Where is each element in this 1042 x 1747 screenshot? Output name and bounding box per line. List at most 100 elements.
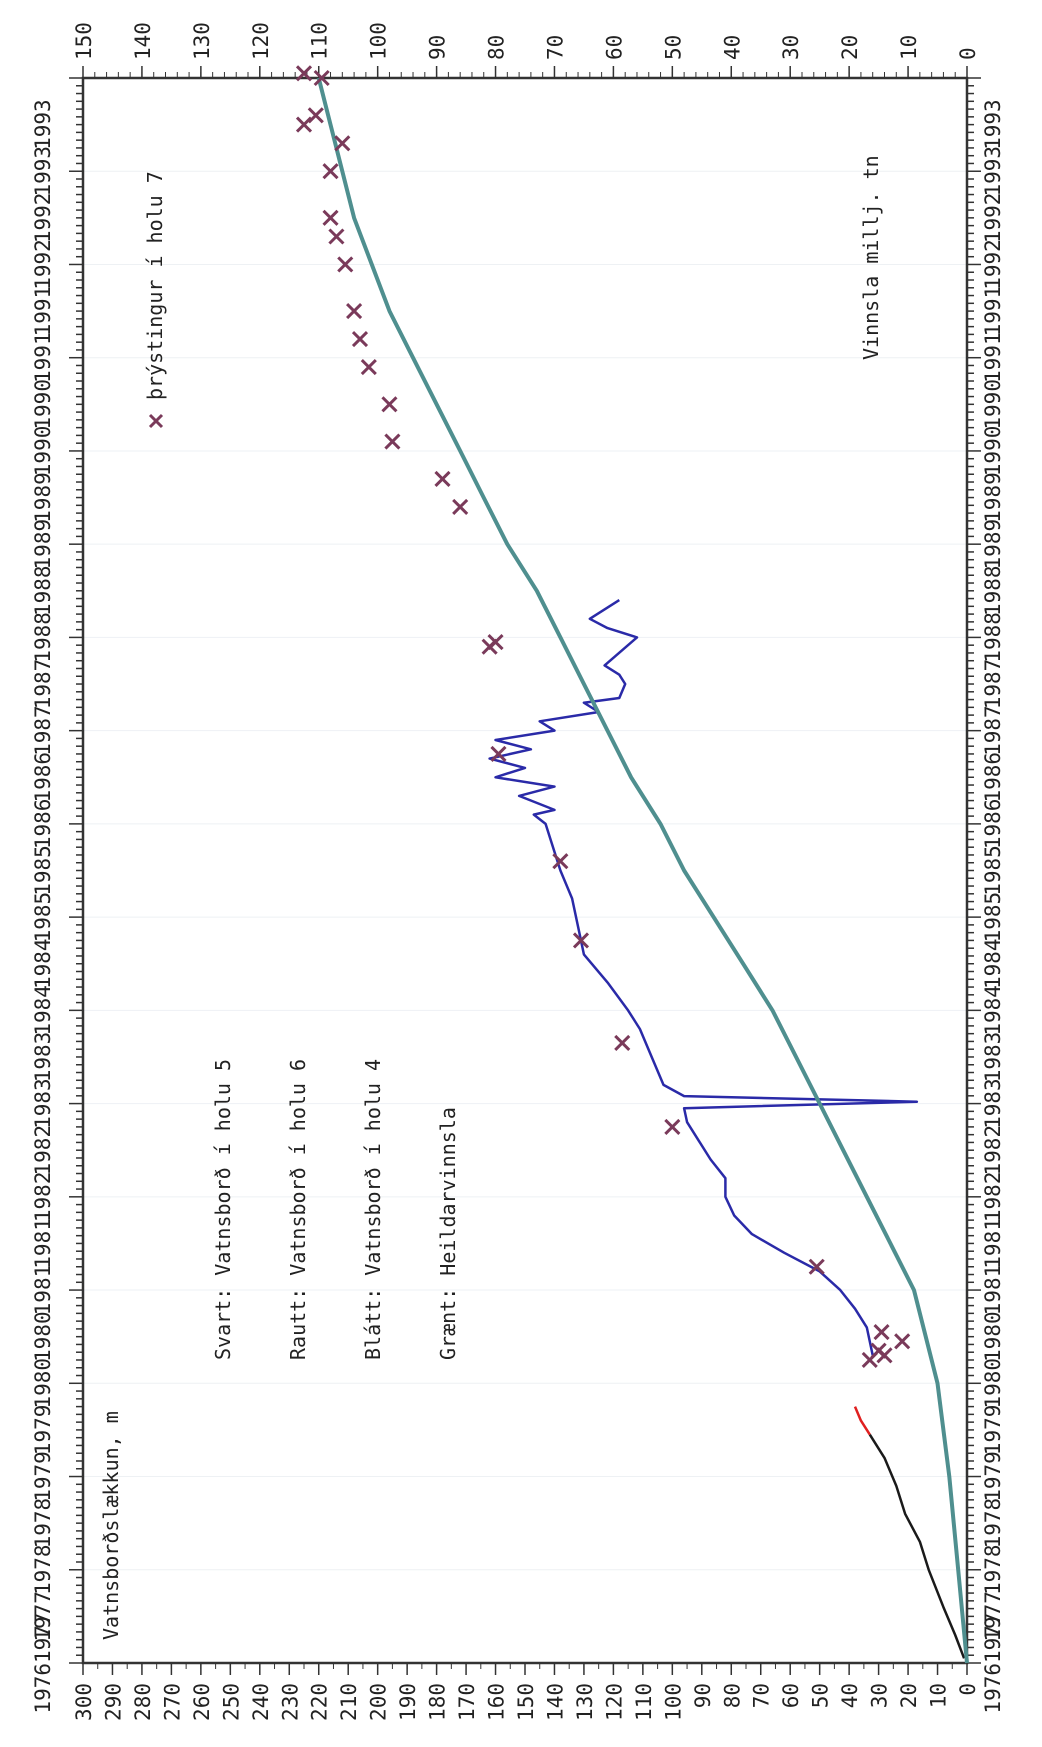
x-tick-label-left: 1988 bbox=[31, 612, 55, 663]
y-right-tick-label: 0 bbox=[956, 47, 980, 60]
x-tick-label-right: 1989 bbox=[981, 519, 1005, 570]
x-tick-label-left: 1989 bbox=[31, 472, 55, 523]
x-tick-label-right: 1980 bbox=[981, 1311, 1005, 1362]
y-right-tick-label: 70 bbox=[543, 35, 567, 60]
y-right-tick-label: 140 bbox=[131, 22, 155, 60]
legend-item-rautt: Rautt: Vatnsborð í holu 6 bbox=[286, 1059, 310, 1360]
x-tick-label-left: 1984 bbox=[31, 985, 55, 1036]
y-left-tick-label: 200 bbox=[367, 1683, 391, 1721]
y-left-tick-label: 160 bbox=[485, 1683, 509, 1721]
legend: Svart: Vatnsborð í holu 5 Rautt: Vatnsbo… bbox=[211, 1059, 460, 1360]
pressure-marker bbox=[452, 498, 469, 515]
y-left-tick-label: 20 bbox=[897, 1683, 921, 1708]
y-left-tick-label: 50 bbox=[809, 1683, 833, 1708]
y-right-label: Vinnsla millj. tn bbox=[859, 155, 883, 360]
x-tick-label-right: 1984 bbox=[981, 938, 1005, 989]
x-tick-label-left: 1980 bbox=[31, 1358, 55, 1409]
x-tick-label-left: 1977 bbox=[31, 1591, 55, 1642]
pressure-marker bbox=[337, 256, 354, 273]
pressure-marker bbox=[873, 1323, 890, 1341]
y-left-tick-label: 260 bbox=[190, 1683, 214, 1721]
x-tick-label-left: 1990 bbox=[31, 379, 55, 430]
y-left-tick-label: 10 bbox=[927, 1683, 951, 1708]
x-tick-label-right: 1979 bbox=[981, 1451, 1005, 1502]
y-right-tick-label: 40 bbox=[720, 35, 744, 60]
x-tick-label-left: 1990 bbox=[31, 426, 55, 477]
x-tick-label-left: 1981 bbox=[31, 1218, 55, 1269]
legend-item-graent: Grænt: Heildarvinnsla bbox=[436, 1107, 460, 1360]
x-tick-label-left: 1988 bbox=[31, 566, 55, 617]
x-tick-label-left: 1986 bbox=[31, 752, 55, 803]
x-tick-label-left: 19761977 bbox=[31, 1612, 55, 1713]
pressure-marker bbox=[322, 209, 339, 226]
series-layer bbox=[316, 77, 969, 1664]
x-tick-label-right: 1992 bbox=[981, 239, 1005, 290]
x-tick-label-right: 1981 bbox=[981, 1265, 1005, 1316]
y-left-tick-label: 180 bbox=[426, 1683, 450, 1721]
x-tick-label-left: 1979 bbox=[31, 1451, 55, 1502]
pressure-marker bbox=[614, 1034, 631, 1052]
x-tick-label-right: 1978 bbox=[981, 1498, 1005, 1549]
x-tick-label-right: 1984 bbox=[981, 985, 1005, 1036]
y-right-tick-label: 120 bbox=[249, 22, 273, 60]
y-left-label: Vatnsborðslækkun, m bbox=[99, 1411, 123, 1640]
x-tick-label-left: 1985 bbox=[31, 892, 55, 943]
x-tick-label-right: 1986 bbox=[981, 799, 1005, 850]
x-tick-label-left: 1978 bbox=[31, 1498, 55, 1549]
x-tick-label-right: 1978 bbox=[981, 1544, 1005, 1595]
x-tick-label-left: 1980 bbox=[31, 1311, 55, 1362]
x-tick-label-left: 1986 bbox=[31, 799, 55, 850]
x-tick-label-right: 1989 bbox=[981, 472, 1005, 523]
x-tick-label-left: 1993 bbox=[31, 146, 55, 197]
x-tick-label-left: 1987 bbox=[31, 659, 55, 710]
x-tick-label-left: 1991 bbox=[31, 332, 55, 383]
y-right-tick-label: 10 bbox=[897, 35, 921, 60]
pressure-marker bbox=[381, 396, 398, 413]
y-left-tick-label: 110 bbox=[632, 1683, 656, 1721]
pressure-marker bbox=[351, 330, 369, 348]
x-tick-label-right: 1983 bbox=[981, 1078, 1005, 1129]
pressure-marker bbox=[894, 1333, 911, 1350]
pressure-marker bbox=[334, 135, 351, 152]
x-tick-label-left: 1982 bbox=[31, 1172, 55, 1223]
x-tick-label-right: 1987 bbox=[981, 659, 1005, 710]
x-tick-label-left: 1984 bbox=[31, 938, 55, 989]
y-left-tick-label: 120 bbox=[602, 1683, 626, 1721]
grid bbox=[83, 170, 967, 1571]
x-tick-label-left: 1992 bbox=[31, 193, 55, 244]
y-left-tick-label: 280 bbox=[131, 1683, 155, 1721]
y-right-tick-label: 30 bbox=[779, 35, 803, 60]
y-left-tick-label: 170 bbox=[455, 1683, 479, 1721]
y-left-tick-label: 60 bbox=[779, 1683, 803, 1708]
marker-legend: þrýstingur í holu 7 bbox=[143, 171, 167, 429]
pressure-marker bbox=[572, 932, 590, 949]
y-left-tick-label: 240 bbox=[249, 1683, 273, 1721]
x-tick-label-left: 1981 bbox=[31, 1265, 55, 1316]
y-left-tick-label: 0 bbox=[956, 1683, 980, 1696]
series-line-hola6 bbox=[853, 1406, 871, 1436]
x-tick-label-left: 1989 bbox=[31, 519, 55, 570]
x-tick-label-right: 1988 bbox=[981, 612, 1005, 663]
pressure-marker bbox=[295, 116, 313, 133]
x-tick-label-right: 1982 bbox=[981, 1125, 1005, 1176]
pressure-marker bbox=[328, 228, 345, 245]
pressure-marker bbox=[490, 745, 507, 763]
pressure-marker bbox=[870, 1342, 887, 1359]
x-tick-label-right: 1985 bbox=[981, 892, 1005, 943]
x-tick-label-right: 1980 bbox=[981, 1358, 1005, 1409]
y-right-tick-label: 130 bbox=[190, 22, 214, 60]
y-left-tick-label: 130 bbox=[573, 1683, 597, 1721]
y-left-tick-label: 150 bbox=[514, 1683, 538, 1721]
y-left-tick-label: 270 bbox=[160, 1683, 184, 1721]
y-right-tick-label: 110 bbox=[308, 22, 332, 60]
y-left-tick-label: 140 bbox=[543, 1683, 567, 1721]
pressure-marker bbox=[384, 433, 401, 450]
x-tick-label-left: 1983 bbox=[31, 1032, 55, 1083]
pressure-marker bbox=[808, 1258, 825, 1275]
y-right-tick-label: 60 bbox=[602, 35, 626, 60]
x-tick-label-right: 1979 bbox=[981, 1405, 1005, 1456]
x-tick-label-right: 1992 bbox=[981, 193, 1005, 244]
x-tick-label-right: 1977 bbox=[981, 1591, 1005, 1642]
y-left-tick-label: 210 bbox=[337, 1683, 361, 1721]
x-tick-label-left: 1978 bbox=[31, 1544, 55, 1595]
